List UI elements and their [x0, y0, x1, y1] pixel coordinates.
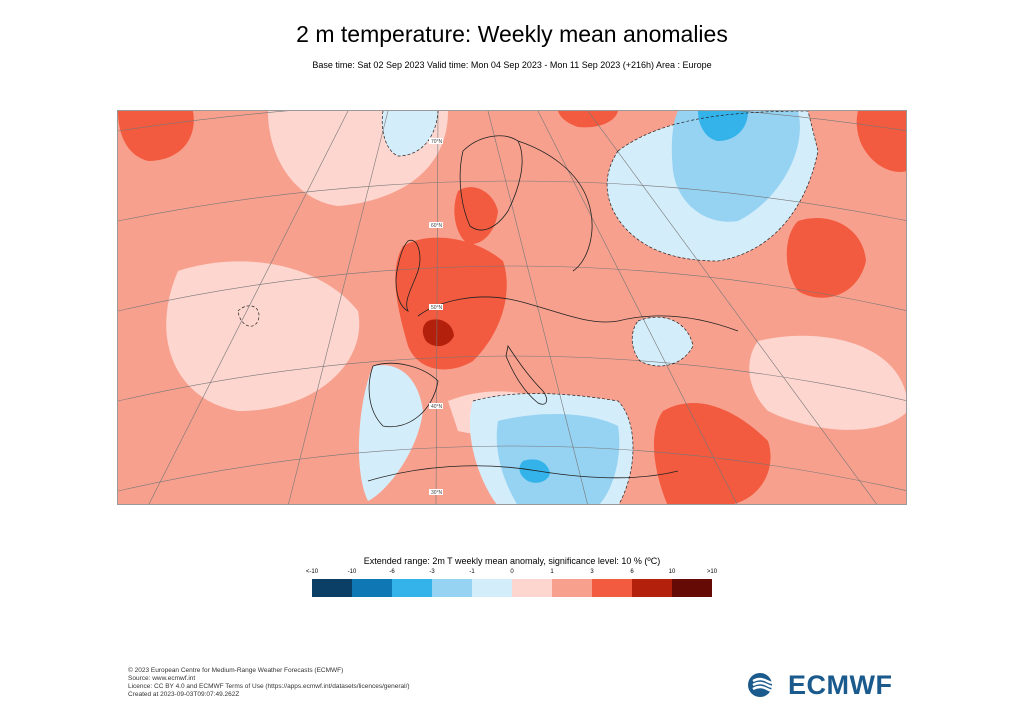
anomaly-area-light-blue-greenland	[382, 111, 438, 156]
lat-label: 50°N	[431, 305, 443, 311]
legend-tick: 1	[550, 569, 554, 575]
chart-subtitle: Base time: Sat 02 Sep 2023 Valid time: M…	[312, 60, 712, 70]
legend-title: Extended range: 2m T weekly mean anomaly…	[363, 556, 661, 566]
legend-tick: 10	[668, 569, 676, 575]
meridian-line	[487, 111, 588, 504]
parallel-line	[118, 355, 906, 402]
legend-tick: -10	[347, 569, 357, 575]
legend-tick: 0	[510, 569, 514, 575]
created-text: Created at 2023-09-03T09:07:49.262Z	[128, 691, 240, 698]
legend-swatch-5	[512, 579, 552, 597]
legend-tick: 6	[630, 569, 634, 575]
coastline-mainland	[417, 296, 739, 332]
anomaly-area-red-north-sea	[558, 111, 618, 128]
licence-text: Licence: CC BY 4.0 and ECMWF Terms of Us…	[128, 683, 410, 690]
legend-tick: -3	[429, 569, 435, 575]
lat-label: 40°N	[431, 404, 443, 410]
lat-label-box	[429, 304, 443, 310]
coastline-italy	[505, 344, 548, 405]
ecmwf-logo: ECMWF	[747, 670, 892, 700]
legend-swatch-3	[432, 579, 472, 597]
lat-label: 70°N	[431, 139, 443, 145]
meridian-line	[288, 111, 389, 504]
anomaly-area-mid-blue-med	[519, 459, 550, 483]
legend-tick: <-10	[305, 569, 319, 575]
anomaly-area-dark-red-france	[422, 319, 454, 347]
anomaly-area-light-blue-iberia	[358, 365, 423, 501]
parallel-line	[118, 265, 906, 312]
chart-title: 2 m temperature: Weekly mean anomalies	[296, 21, 728, 47]
anomaly-area-blue-med	[496, 414, 620, 504]
source-text: Source: www.ecmwf.int	[128, 675, 196, 682]
significance-contour	[606, 111, 819, 262]
anomaly-area-red-northeast	[856, 111, 906, 172]
anomaly-area-red-north-africa	[654, 403, 771, 504]
copyright-text: © 2023 European Centre for Medium-Range …	[128, 667, 344, 674]
footer: © 2023 European Centre for Medium-Range …	[128, 667, 410, 699]
legend-tick: 3	[590, 569, 594, 575]
coastline-finland	[517, 140, 593, 272]
legend-swatch-4	[472, 579, 512, 597]
legend-swatch-7	[592, 579, 632, 597]
parallel-line	[118, 180, 906, 222]
coastline-iberia	[368, 362, 439, 428]
meridian-line	[537, 111, 738, 504]
parallel-line	[118, 111, 906, 132]
legend-swatch-8	[632, 579, 672, 597]
lat-label-box	[429, 138, 443, 144]
anomaly-map-svg: 70°N 60°N 50°N 40°N 30°N	[118, 111, 906, 504]
parallel-line	[118, 445, 906, 492]
latitude-labels: 70°N 60°N 50°N 40°N 30°N	[429, 138, 443, 496]
coastlines	[367, 135, 739, 482]
lat-label: 60°N	[431, 223, 443, 229]
anomaly-area-light-blue-black-sea	[632, 317, 693, 366]
meridian-line	[148, 111, 349, 504]
graticule	[118, 111, 906, 504]
legend-swatch-9	[672, 579, 712, 597]
coastline-british-isles	[395, 239, 421, 312]
anomaly-area-red-iceland	[118, 111, 194, 161]
anomaly-area-mid-blue-russia	[698, 111, 748, 141]
significance-contour	[237, 305, 260, 327]
lat-label-box	[429, 489, 443, 495]
legend-swatch-1	[352, 579, 392, 597]
lat-label-box	[429, 403, 443, 409]
legend-ticks: <-10 -10 -6 -3 -1 0 1 3 6 10 >10	[306, 569, 717, 579]
legend-colorbar	[312, 579, 712, 597]
significance-contours	[237, 111, 819, 504]
legend-swatch-6	[552, 579, 592, 597]
coastline-scandinavia	[459, 135, 523, 231]
meridian-line	[587, 111, 877, 504]
significance-contour	[631, 316, 694, 367]
coastline-north-africa	[367, 465, 679, 482]
ecmwf-logo-icon	[748, 673, 782, 697]
anomaly-area-pale-atlantic	[166, 261, 360, 411]
anomaly-area-blue-russia	[671, 111, 800, 222]
legend-swatch-0	[312, 579, 352, 597]
anomaly-area-red-russia	[786, 217, 866, 298]
lat-label: 30°N	[431, 490, 443, 496]
anomaly-area-red-scandinavia	[454, 187, 498, 245]
anomaly-area-red-western-europe	[395, 237, 507, 370]
anomaly-map: 70°N 60°N 50°N 40°N 30°N	[117, 110, 907, 505]
legend-tick: -1	[469, 569, 475, 575]
significance-contour	[472, 393, 634, 504]
ecmwf-logo-text: ECMWF	[788, 669, 893, 700]
legend-swatch-2	[392, 579, 432, 597]
significance-contour	[381, 111, 439, 157]
anomaly-area-pale-east	[749, 335, 906, 430]
legend-tick: -6	[389, 569, 395, 575]
lat-label-box	[429, 222, 443, 228]
legend-tick: >10	[706, 569, 718, 575]
